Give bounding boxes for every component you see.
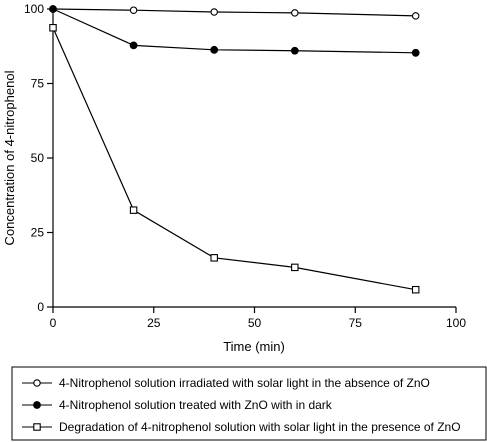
data-point	[291, 263, 299, 272]
data-point	[210, 8, 218, 16]
data-point	[129, 41, 138, 50]
series-line	[52, 27, 416, 291]
data-point	[129, 6, 138, 14]
legend-items: 4-Nitrophenol solution irradiated with s…	[22, 376, 461, 434]
data-point	[129, 206, 138, 214]
data-point	[411, 285, 420, 294]
data-point	[291, 9, 299, 17]
legend-label: 4-Nitrophenol solution treated with ZnO …	[59, 398, 333, 412]
x-tick-label: 75	[349, 316, 363, 330]
legend-marker	[33, 423, 41, 431]
x-tick-label: 100	[446, 316, 466, 330]
x-tick-label: 25	[147, 316, 161, 330]
legend-marker	[33, 401, 41, 409]
x-tick-label: 50	[248, 316, 262, 330]
y-tick-label: 0	[37, 300, 44, 314]
y-ticks: 0 25 50 75 100	[24, 2, 53, 314]
legend-label: 4-Nitrophenol solution irradiated with s…	[59, 376, 430, 390]
series-3	[49, 24, 420, 294]
data-point	[411, 12, 420, 20]
legend-label: Degradation of 4-nitrophenol solution wi…	[59, 420, 461, 434]
y-tick-label: 50	[31, 151, 45, 165]
legend-item: 4-Nitrophenol solution irradiated with s…	[22, 376, 430, 390]
data-point	[49, 5, 57, 13]
data-point	[290, 46, 299, 55]
series-2	[49, 5, 420, 57]
legend-item: 4-Nitrophenol solution treated with ZnO …	[22, 398, 333, 412]
y-axis-label: Concentration of 4-nitrophenol	[2, 70, 17, 245]
series-layer	[49, 5, 420, 294]
legend: 4-Nitrophenol solution irradiated with s…	[11, 366, 487, 441]
x-tick-label: 0	[50, 316, 57, 330]
data-point	[210, 254, 218, 262]
legend-marker	[33, 379, 41, 387]
legend-item: Degradation of 4-nitrophenol solution wi…	[22, 420, 461, 434]
x-ticks: 0 25 50 75 100	[50, 307, 466, 330]
x-axis-label: Time (min)	[223, 339, 285, 354]
legend-box	[11, 366, 487, 441]
y-tick-label: 75	[31, 77, 45, 91]
y-tick-label: 25	[31, 226, 45, 240]
data-point	[411, 48, 420, 57]
data-point	[49, 24, 57, 32]
series-line	[52, 8, 416, 54]
series-1	[49, 5, 420, 20]
data-point	[210, 45, 219, 54]
series-line	[52, 8, 416, 17]
y-tick-label: 100	[24, 2, 44, 16]
